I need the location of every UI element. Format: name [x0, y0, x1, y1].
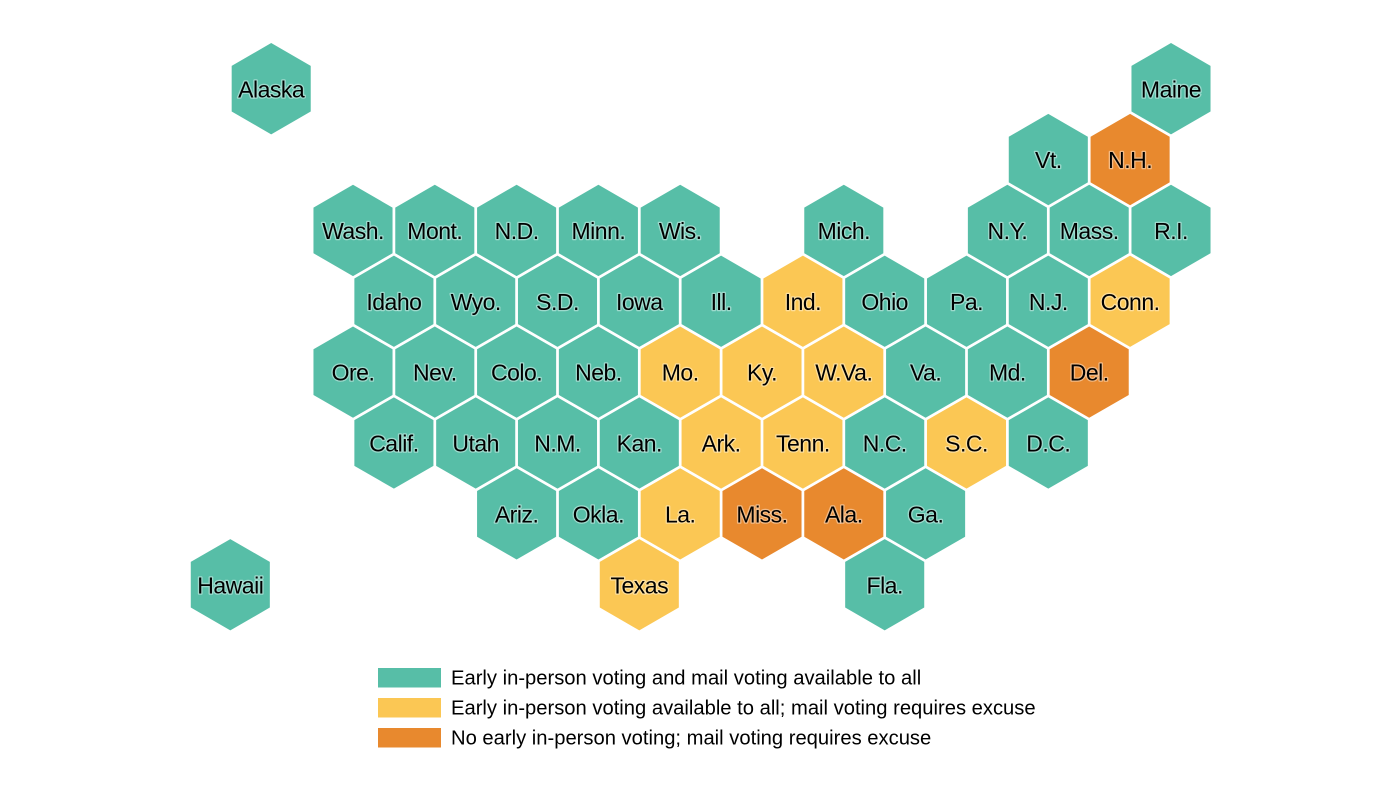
svg-text:Minn.: Minn. [572, 218, 626, 244]
svg-text:Hawaii: Hawaii [197, 572, 263, 598]
svg-text:N.H.: N.H. [1108, 147, 1152, 173]
svg-text:Ore.: Ore. [332, 360, 375, 386]
svg-text:Early in-person voting and mai: Early in-person voting and mail voting a… [451, 668, 921, 690]
svg-text:N.Y.: N.Y. [988, 218, 1028, 244]
svg-text:Ind.: Ind. [785, 289, 821, 315]
svg-text:Utah: Utah [452, 431, 499, 457]
svg-text:D.C.: D.C. [1026, 431, 1070, 457]
svg-text:R.I.: R.I. [1154, 218, 1188, 244]
svg-text:Texas: Texas [611, 572, 669, 598]
svg-text:Tenn.: Tenn. [776, 431, 830, 457]
svg-text:Okla.: Okla. [573, 502, 624, 528]
svg-text:Early in-person voting availab: Early in-person voting available to all;… [451, 698, 1036, 720]
svg-text:Alaska: Alaska [238, 76, 305, 102]
svg-text:Va.: Va. [910, 360, 941, 386]
svg-text:Idaho: Idaho [366, 289, 421, 315]
svg-text:Maine: Maine [1141, 76, 1201, 102]
svg-text:Ariz.: Ariz. [495, 502, 539, 528]
svg-text:S.C.: S.C. [945, 431, 988, 457]
svg-text:Ohio: Ohio [861, 289, 908, 315]
svg-text:Nev.: Nev. [413, 360, 457, 386]
svg-text:La.: La. [665, 502, 695, 528]
svg-text:Pa.: Pa. [950, 289, 983, 315]
svg-text:Mont.: Mont. [407, 218, 462, 244]
svg-text:W.Va.: W.Va. [815, 360, 872, 386]
svg-text:Ala.: Ala. [825, 502, 863, 528]
svg-text:Conn.: Conn. [1101, 289, 1160, 315]
svg-text:Mo.: Mo. [662, 360, 699, 386]
svg-text:Del.: Del. [1070, 360, 1109, 386]
svg-text:Ky.: Ky. [747, 360, 777, 386]
svg-text:N.C.: N.C. [863, 431, 907, 457]
svg-text:N.J.: N.J. [1029, 289, 1068, 315]
svg-text:Neb.: Neb. [575, 360, 622, 386]
svg-text:Kan.: Kan. [617, 431, 662, 457]
svg-text:Md.: Md. [989, 360, 1026, 386]
svg-text:N.M.: N.M. [534, 431, 581, 457]
svg-text:Mass.: Mass. [1060, 218, 1119, 244]
svg-text:Ga.: Ga. [908, 502, 944, 528]
svg-text:Miss.: Miss. [736, 502, 787, 528]
svg-text:Wyo.: Wyo. [451, 289, 501, 315]
svg-text:Vt.: Vt. [1035, 147, 1062, 173]
svg-text:Ark.: Ark. [702, 431, 741, 457]
svg-text:Ill.: Ill. [711, 289, 732, 315]
svg-text:Iowa: Iowa [616, 289, 663, 315]
svg-text:N.D.: N.D. [495, 218, 539, 244]
svg-text:Fla.: Fla. [867, 572, 903, 598]
svg-text:Wis.: Wis. [659, 218, 702, 244]
svg-text:S.D.: S.D. [536, 289, 579, 315]
svg-text:Colo.: Colo. [491, 360, 542, 386]
svg-text:No early in-person voting; mai: No early in-person voting; mail voting r… [451, 728, 931, 750]
svg-text:Calif.: Calif. [369, 431, 418, 457]
svg-text:Mich.: Mich. [818, 218, 870, 244]
svg-text:Wash.: Wash. [322, 218, 384, 244]
